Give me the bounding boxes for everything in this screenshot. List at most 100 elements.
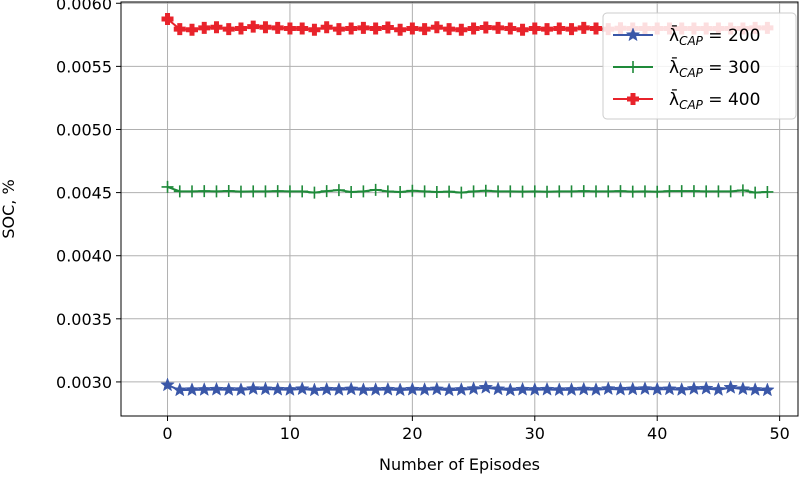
x-tick-label: 20 — [402, 424, 422, 443]
data-point — [319, 381, 334, 396]
data-point — [565, 185, 578, 198]
data-point — [724, 185, 737, 198]
x-tick-label: 10 — [280, 424, 300, 443]
data-point — [184, 382, 200, 397]
data-point — [674, 382, 690, 396]
data-point — [588, 382, 604, 396]
data-point — [418, 23, 431, 36]
data-point — [553, 185, 566, 198]
legend-box — [602, 12, 797, 120]
data-point — [590, 185, 603, 198]
data-point — [381, 21, 394, 34]
data-point — [541, 185, 554, 198]
data-point — [258, 381, 273, 396]
data-point — [394, 185, 407, 198]
data-point — [161, 180, 174, 193]
data-point — [454, 382, 469, 396]
data-point — [478, 379, 494, 394]
data-point — [283, 185, 296, 198]
data-point — [308, 186, 321, 199]
data-point — [234, 22, 247, 35]
data-point — [466, 381, 481, 396]
data-point — [271, 21, 284, 34]
data-point — [210, 21, 223, 34]
data-point — [296, 22, 309, 35]
data-point — [381, 185, 394, 198]
y-tick-label: 0.0030 — [56, 373, 112, 392]
data-point — [504, 185, 517, 198]
y-tick-label: 0.0055 — [56, 57, 112, 76]
data-point — [602, 185, 615, 198]
data-point — [541, 23, 554, 36]
data-point — [564, 382, 579, 396]
data-point — [294, 381, 310, 396]
data-point — [565, 23, 578, 36]
series-1 — [160, 377, 775, 397]
data-point — [429, 381, 445, 396]
y-axis-label: SOC, % — [0, 179, 18, 238]
data-point — [700, 185, 713, 198]
data-point — [686, 381, 702, 395]
data-point — [528, 22, 541, 35]
data-point — [515, 381, 530, 396]
data-point — [711, 382, 726, 396]
data-point — [320, 21, 333, 34]
data-point — [196, 382, 212, 396]
x-tick-label: 30 — [525, 424, 545, 443]
data-point — [380, 381, 396, 396]
series-2 — [161, 180, 774, 199]
data-point — [222, 184, 235, 197]
data-point — [651, 185, 664, 198]
data-point — [209, 381, 224, 396]
data-point — [394, 23, 407, 36]
data-point — [649, 381, 665, 396]
data-point — [418, 185, 431, 198]
data-point — [406, 184, 419, 197]
data-point — [443, 23, 456, 36]
data-point — [222, 23, 235, 36]
data-point — [332, 23, 345, 36]
data-point — [173, 185, 186, 198]
x-tick-label: 50 — [769, 424, 789, 443]
data-point — [173, 23, 186, 36]
data-point — [356, 382, 371, 397]
y-tick-label: 0.0045 — [56, 184, 112, 203]
data-point — [343, 381, 359, 396]
data-point — [186, 23, 199, 36]
data-point — [430, 185, 443, 198]
data-point — [490, 381, 506, 396]
data-point — [247, 185, 260, 198]
data-point — [590, 22, 603, 35]
data-point — [160, 377, 175, 392]
data-point — [320, 185, 333, 198]
data-point — [749, 186, 762, 199]
data-point — [551, 382, 567, 397]
data-point — [504, 22, 517, 35]
data-point — [516, 185, 529, 198]
legend-item: λ̄CAP = 200 — [613, 24, 760, 48]
data-point — [467, 185, 480, 198]
data-point — [455, 23, 468, 36]
data-point — [369, 22, 382, 35]
data-point — [369, 183, 382, 196]
data-point — [528, 185, 541, 198]
data-point — [405, 381, 420, 396]
data-point — [723, 379, 738, 394]
legend-label: λ̄CAP = 200 — [669, 24, 760, 48]
data-point — [392, 382, 408, 397]
data-point — [417, 382, 432, 396]
data-point — [307, 382, 322, 397]
data-point — [698, 380, 714, 395]
data-point — [625, 381, 641, 396]
legend: λ̄CAP = 200 λ̄CAP = 300 λ̄CAP = 400 — [602, 12, 797, 120]
data-point — [357, 185, 370, 198]
data-point — [245, 381, 261, 396]
data-point — [331, 382, 347, 396]
data-point — [259, 185, 272, 198]
data-point — [663, 185, 676, 198]
data-point — [712, 185, 725, 198]
legend-marker — [627, 93, 639, 105]
data-point — [492, 185, 505, 198]
data-point — [527, 382, 543, 396]
data-point — [345, 185, 358, 198]
